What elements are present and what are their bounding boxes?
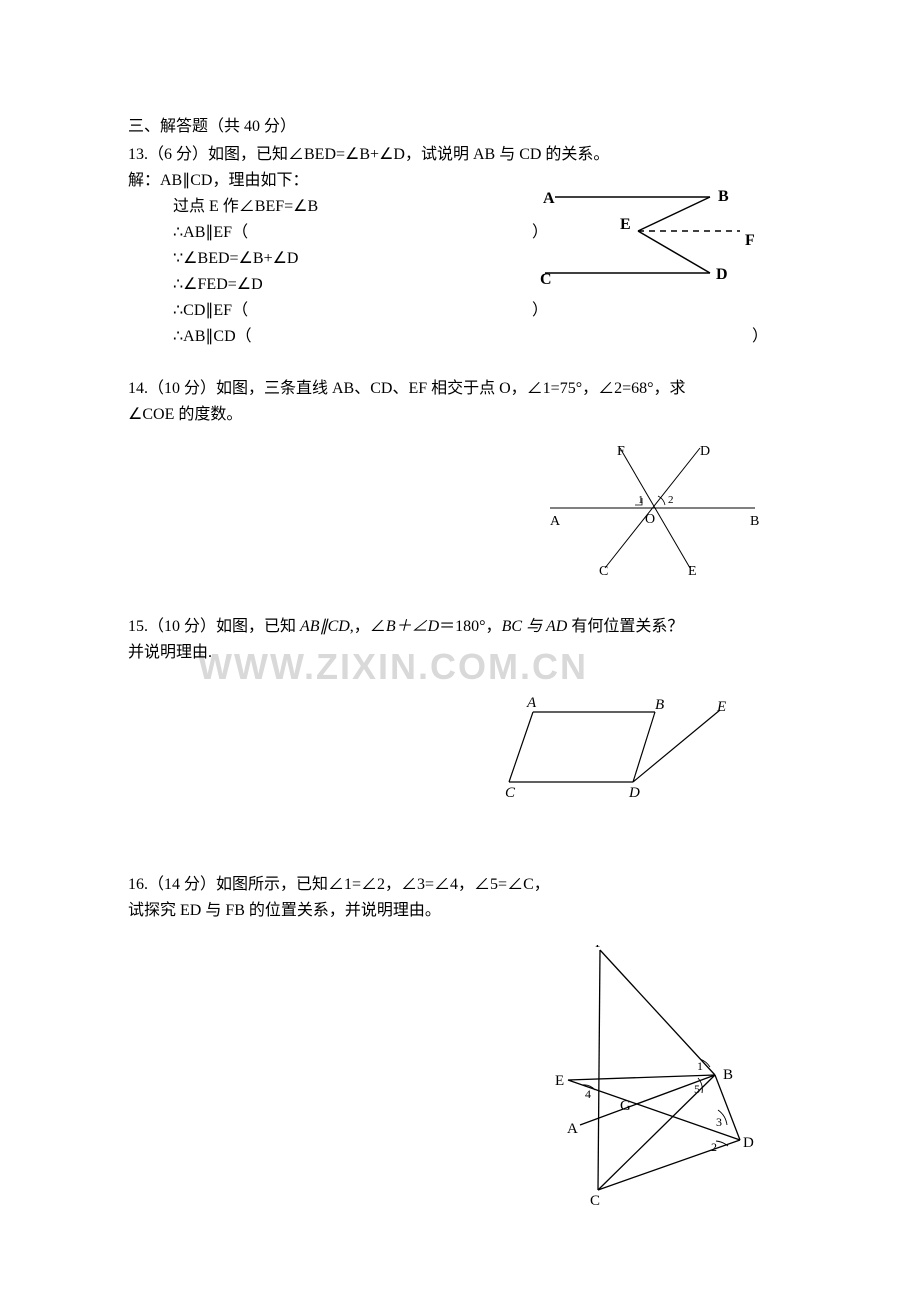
- label-F: F: [595, 945, 603, 951]
- problem-15-title-2: 并说明理由.: [128, 641, 795, 665]
- problem-16-title-2: 试探究 ED 与 FB 的位置关系，并说明理由。: [128, 899, 795, 923]
- figure-16: F E A C B D G 1 2 3 4 5: [540, 945, 755, 1205]
- label-G: G: [620, 1098, 631, 1114]
- step2-text: ∴AB∥EF（: [173, 221, 248, 245]
- step6-text: ∴AB∥CD（: [173, 325, 252, 349]
- label-E: E: [555, 1073, 564, 1089]
- problem-15-title-1: 15.（10 分）如图，已知 AB∥CD,，∠B＋∠D＝180°，BC 与 AD…: [128, 615, 795, 639]
- label-a2: 2: [711, 1140, 717, 1154]
- p15-bd: B＋∠D: [386, 618, 439, 635]
- label-B: B: [723, 1067, 733, 1083]
- label-a4: 4: [585, 1087, 591, 1101]
- p15-m2: ＝180°，: [439, 618, 501, 635]
- problem-14-title-1: 14.（10 分）如图，三条直线 AB、CD、EF 相交于点 O，∠1=75°，…: [128, 377, 795, 401]
- label-a1: 1: [697, 1059, 703, 1073]
- p15-m1: ,，∠: [350, 618, 386, 635]
- problem-13-step5: ∴CD∥EF（ ）: [128, 299, 548, 323]
- problem-13-step1: 过点 E 作∠BEF=∠B: [128, 195, 795, 219]
- label-D: D: [743, 1135, 754, 1151]
- p15-bcad: BC 与 AD: [502, 618, 568, 635]
- problem-13-step6: ∴AB∥CD（ ）: [128, 325, 768, 349]
- step2-paren: ）: [532, 221, 548, 245]
- p15-end: 有何位置关系？: [567, 618, 683, 635]
- p15-abcd: AB∥CD: [300, 618, 350, 635]
- label-a3: 3: [716, 1115, 722, 1129]
- problem-15: 15.（10 分）如图，已知 AB∥CD,，∠B＋∠D＝180°，BC 与 AD…: [128, 615, 795, 665]
- page-content: 三、解答题（共 40 分） 13.（6 分）如图，已知∠BED=∠B+∠D，试说…: [128, 115, 795, 923]
- problem-13-step3: ∵∠BED=∠B+∠D: [128, 247, 795, 271]
- step5-paren: ）: [532, 299, 548, 323]
- label-a5: 5: [694, 1082, 700, 1096]
- step6-paren: ）: [752, 325, 768, 349]
- problem-16: 16.（14 分）如图所示，已知∠1=∠2，∠3=∠4，∠5=∠C， 试探究 E…: [128, 873, 795, 923]
- problem-13-solution-start: 解：AB∥CD，理由如下：: [128, 169, 795, 193]
- label-A: A: [567, 1121, 578, 1137]
- section-header: 三、解答题（共 40 分）: [128, 115, 795, 139]
- step5-text: ∴CD∥EF（: [173, 299, 248, 323]
- problem-13-step2: ∴AB∥EF（ ）: [128, 221, 548, 245]
- problem-13-title: 13.（6 分）如图，已知∠BED=∠B+∠D，试说明 AB 与 CD 的关系。: [128, 143, 795, 167]
- label-C: C: [590, 1193, 600, 1205]
- problem-13-step4: ∴∠FED=∠D: [128, 273, 795, 297]
- problem-14: 14.（10 分）如图，三条直线 AB、CD、EF 相交于点 O，∠1=75°，…: [128, 377, 795, 427]
- p15-t1: 15.（10 分）如图，已知: [128, 618, 300, 635]
- problem-13: 13.（6 分）如图，已知∠BED=∠B+∠D，试说明 AB 与 CD 的关系。…: [128, 143, 795, 349]
- problem-16-title-1: 16.（14 分）如图所示，已知∠1=∠2，∠3=∠4，∠5=∠C，: [128, 873, 795, 897]
- problem-14-title-2: ∠COE 的度数。: [128, 403, 795, 427]
